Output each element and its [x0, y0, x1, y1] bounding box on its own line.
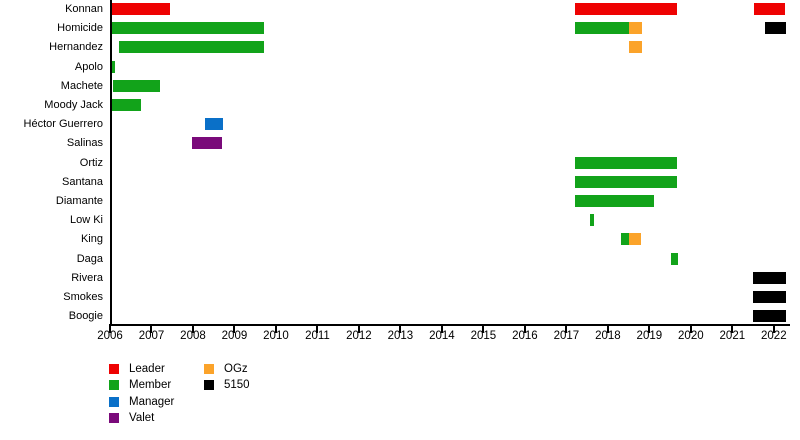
legend-swatch-manager — [109, 396, 119, 407]
bar-konnan-leader — [575, 3, 678, 15]
row-label-diamante: Diamante — [55, 195, 103, 207]
x-tick-label-2020: 2020 — [678, 330, 704, 342]
row-label-rivera: Rivera — [71, 271, 103, 284]
x-tick-2007 — [150, 326, 153, 333]
legend-swatch-member — [109, 380, 119, 391]
row-label-low-ki: Low Ki — [69, 214, 103, 227]
legend-swatch-valet — [109, 413, 119, 424]
x-tick-label-2011: 2011 — [305, 330, 330, 342]
y-axis-line — [110, 0, 112, 326]
x-tick-label-2009: 2009 — [221, 330, 248, 342]
bar-boogie-5150 — [753, 310, 787, 323]
bar-hernandez-ogz — [629, 41, 642, 54]
x-tick-2020 — [689, 326, 692, 333]
bar-homicide-ogz — [629, 22, 642, 35]
bar-king-ogz — [629, 233, 642, 246]
x-tick-2021 — [731, 326, 734, 333]
row-label-boogie: Boogie — [68, 310, 103, 323]
bar-ortiz-member — [575, 156, 678, 169]
legend-label-manager: Manager — [129, 395, 175, 408]
x-tick-2008 — [191, 326, 194, 333]
row-label-santana: Santana — [62, 175, 103, 188]
row-label-apolo: Apolo — [74, 60, 103, 73]
bar-king-member — [621, 233, 630, 246]
x-tick-label-2022: 2022 — [761, 330, 787, 342]
x-axis-line — [109, 324, 790, 326]
x-tick-label-2016: 2016 — [512, 330, 538, 342]
bar-rivera-5150 — [753, 271, 787, 284]
x-tick-label-2019: 2019 — [636, 330, 663, 342]
x-tick-label-2021: 2021 — [719, 330, 746, 342]
x-tick-2013 — [399, 326, 402, 333]
row-label-salinas: Salinas — [66, 137, 103, 150]
x-tick-2015 — [482, 326, 485, 333]
legend-label-member: Member — [129, 379, 172, 392]
bar-low-ki-member — [590, 214, 594, 227]
x-tick-label-2018: 2018 — [595, 330, 621, 342]
row-label-smokes: Smokes — [63, 291, 103, 303]
bar-konnan-leader — [754, 3, 786, 15]
bar-santana-member — [575, 175, 678, 188]
x-tick-2019 — [648, 326, 651, 333]
x-tick-2011 — [316, 326, 319, 333]
legend-label-5150: 5150 — [224, 379, 250, 392]
legend-swatch-5150 — [204, 380, 214, 391]
x-tick-label-2013: 2013 — [387, 330, 414, 342]
bar-apolo-member — [112, 60, 115, 73]
row-label-daga: Daga — [76, 252, 103, 265]
legend-swatch-leader — [109, 364, 119, 374]
bar-homicide-member — [112, 22, 264, 35]
x-tick-2017 — [565, 326, 568, 333]
bar-machete-member — [112, 79, 161, 92]
x-tick-label-2008: 2008 — [180, 330, 206, 342]
row-label-king: King — [80, 233, 103, 246]
bar-moody-jack-member — [112, 99, 142, 111]
bar-daga-member — [670, 252, 678, 265]
row-label-machete: Machete — [60, 79, 103, 92]
x-tick-2022 — [772, 326, 775, 333]
bar-konnan-leader — [112, 3, 171, 15]
legend-label-ogz: OGz — [224, 363, 248, 375]
bar-salinas-valet — [192, 137, 223, 150]
x-tick-2006 — [109, 326, 111, 333]
legend-swatch-ogz — [204, 364, 214, 374]
bar-homicide-member — [575, 22, 629, 35]
x-tick-label-2012: 2012 — [346, 330, 372, 342]
bar-diamante-member — [575, 195, 655, 207]
x-tick-label-2010: 2010 — [263, 330, 289, 342]
row-label-homicide: Homicide — [57, 22, 103, 35]
legend-label-valet: Valet — [129, 412, 155, 425]
x-tick-label-2017: 2017 — [553, 330, 580, 342]
x-tick-2018 — [606, 326, 609, 333]
x-tick-label-2007: 2007 — [138, 330, 165, 342]
bar-smokes-5150 — [753, 291, 787, 303]
row-label-h-ctor-guerrero: Héctor Guerrero — [23, 118, 103, 131]
x-tick-2012 — [357, 326, 360, 333]
row-label-konnan: Konnan — [65, 3, 103, 15]
x-tick-2014 — [440, 326, 443, 333]
x-tick-label-2006: 2006 — [97, 330, 123, 342]
x-tick-label-2015: 2015 — [470, 330, 497, 342]
x-tick-2016 — [523, 326, 526, 333]
x-tick-2010 — [274, 326, 277, 333]
x-tick-label-2014: 2014 — [429, 330, 455, 342]
bar-homicide-5150 — [764, 22, 787, 35]
row-label-moody-jack: Moody Jack — [44, 99, 103, 111]
row-label-hernandez: Hernandez — [49, 41, 103, 54]
bar-hernandez-member — [119, 41, 264, 54]
x-tick-2009 — [233, 326, 236, 333]
legend-label-leader: Leader — [129, 363, 165, 375]
row-label-ortiz: Ortiz — [79, 156, 103, 169]
bar-h-ctor-guerrero-manager — [205, 118, 224, 131]
